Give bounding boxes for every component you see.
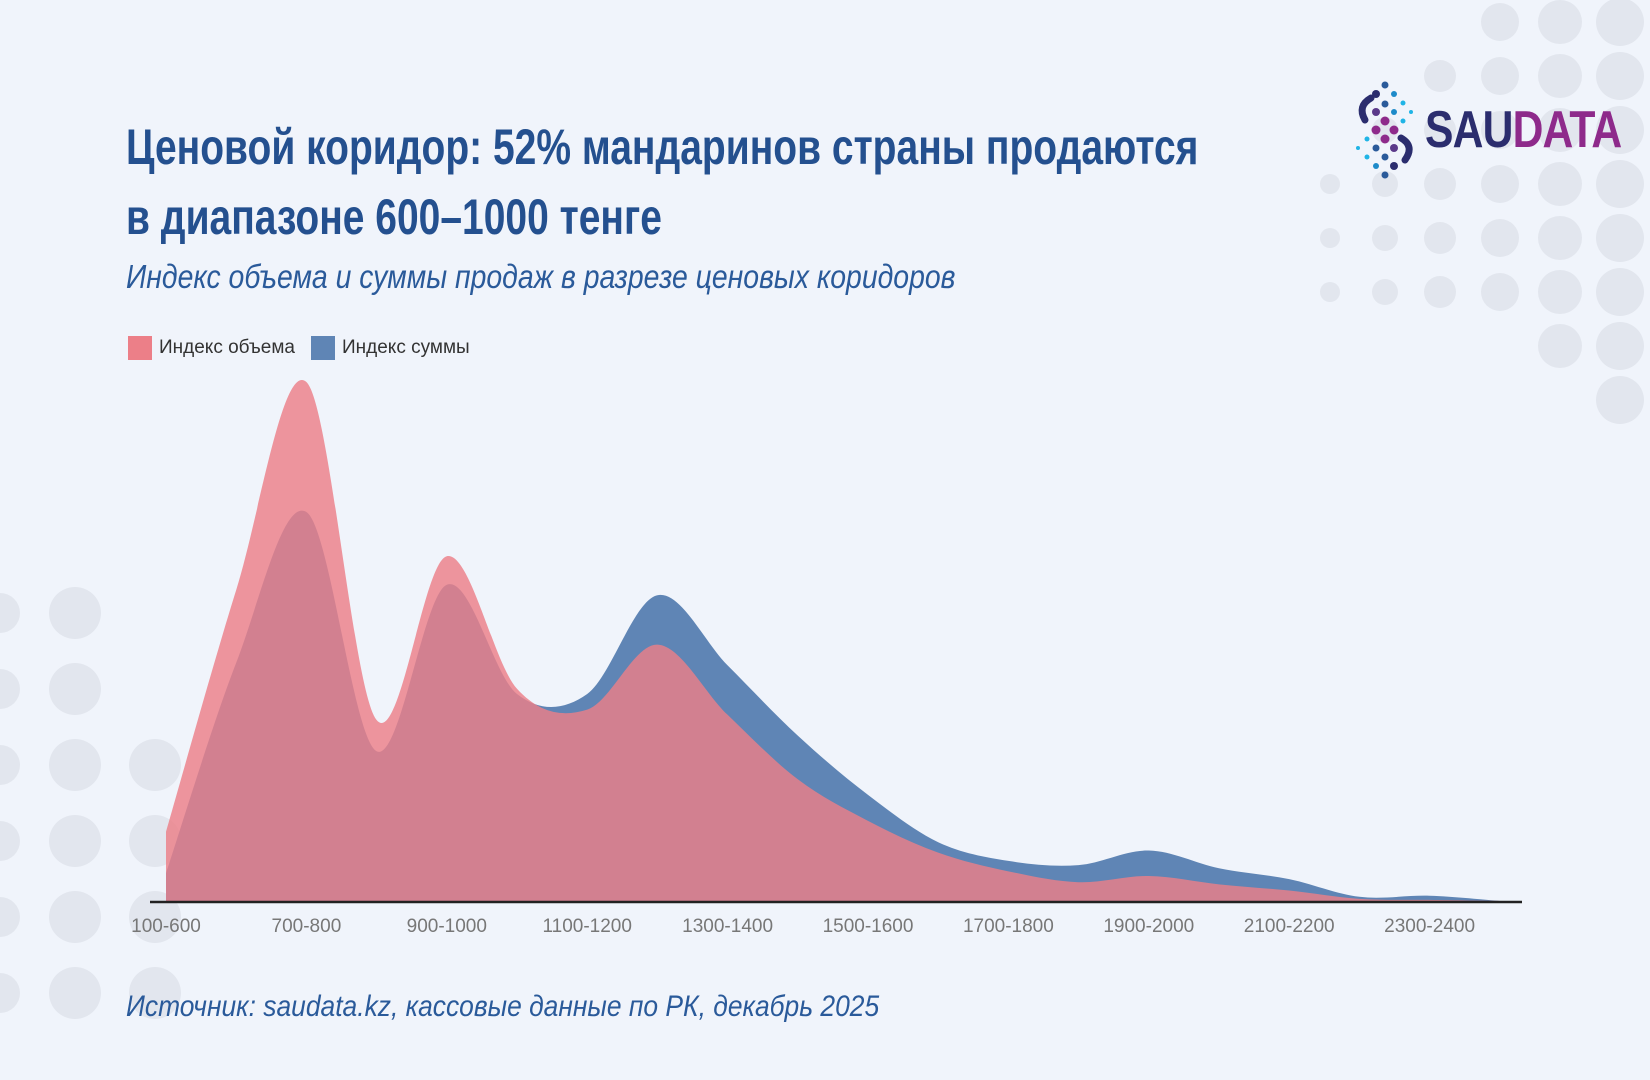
- background-dot: [1596, 268, 1644, 316]
- source-note: Источник: saudata.kz, кассовые данные по…: [126, 990, 880, 1023]
- logo-text-data: DATA: [1512, 101, 1623, 159]
- background-dot: [0, 821, 20, 861]
- x-tick-label: 1900-2000: [1103, 916, 1194, 937]
- background-dot: [1481, 3, 1519, 41]
- background-dot: [1372, 225, 1398, 251]
- x-tick-label: 1700-1800: [963, 916, 1054, 937]
- background-dot: [1424, 276, 1456, 308]
- background-dot: [1538, 108, 1582, 152]
- background-dot: [1372, 279, 1398, 305]
- background-dot: [1372, 117, 1398, 143]
- background-dot: [1538, 54, 1582, 98]
- x-tick-label: 100-600: [131, 916, 201, 937]
- background-dot: [49, 663, 101, 715]
- background-dot: [0, 745, 20, 785]
- background-dot: [1596, 322, 1644, 370]
- background-dot: [0, 593, 20, 633]
- x-tick-label: 900-1000: [407, 916, 487, 937]
- background-dot: [1538, 0, 1582, 44]
- logo-text-sau: SAU: [1425, 101, 1513, 159]
- chart-title-line2: в диапазоне 600–1000 тенге: [126, 189, 662, 245]
- background-dot: [1596, 0, 1644, 46]
- legend-item-sum: Индекс суммы: [311, 336, 470, 360]
- background-dot: [1481, 273, 1519, 311]
- background-dot: [1538, 324, 1582, 368]
- area-series-volume: [166, 379, 1500, 902]
- legend-label-sum: Индекс суммы: [342, 337, 470, 358]
- background-dot: [1538, 270, 1582, 314]
- background-dot: [49, 967, 101, 1019]
- background-dot: [1538, 216, 1582, 260]
- legend-label-volume: Индекс объема: [159, 337, 295, 358]
- background-dot: [1481, 219, 1519, 257]
- background-dot: [129, 739, 181, 791]
- x-tick-label: 2300-2400: [1384, 916, 1475, 937]
- x-tick-label: 700-800: [272, 916, 342, 937]
- background-dot: [49, 587, 101, 639]
- x-tick-label: 2100-2200: [1244, 916, 1335, 937]
- logo-mark-icon: [1356, 81, 1413, 179]
- background-dot: [129, 967, 181, 1019]
- background-dot: [49, 739, 101, 791]
- chart-legend: Индекс объема Индекс суммы: [128, 336, 470, 360]
- background-dot: [0, 897, 20, 937]
- background-dot: [49, 891, 101, 943]
- background-dot: [1596, 106, 1644, 154]
- background-dot: [1596, 214, 1644, 262]
- background-dot: [1424, 168, 1456, 200]
- background-dot: [1596, 160, 1644, 208]
- x-tick-label: 1500-1600: [823, 916, 914, 937]
- background-dot: [1538, 162, 1582, 206]
- chart-subtitle: Индекс объема и суммы продаж в разрезе ц…: [126, 258, 956, 295]
- x-tick-label: 1300-1400: [682, 916, 773, 937]
- background-dot: [1320, 282, 1340, 302]
- legend-swatch-sum: [311, 336, 335, 360]
- background-dot: [1596, 52, 1644, 100]
- background-dot: [0, 669, 20, 709]
- background-dot: [0, 973, 20, 1013]
- background-dot: [1424, 114, 1456, 146]
- saudata-logo: SAUDATA: [1355, 80, 1650, 180]
- background-dot: [1596, 376, 1644, 424]
- background-dot: [1320, 228, 1340, 248]
- legend-swatch-volume: [128, 336, 152, 360]
- chart-title-line1: Ценовой коридор: 52% мандаринов страны п…: [126, 119, 1199, 175]
- background-dot: [1481, 111, 1519, 149]
- background-dot: [49, 815, 101, 867]
- background-dot: [1372, 171, 1398, 197]
- background-dot: [1424, 222, 1456, 254]
- background-dot: [1320, 174, 1340, 194]
- x-tick-label: 1100-1200: [542, 916, 631, 937]
- background-dot: [1481, 57, 1519, 95]
- background-dot: [129, 891, 181, 943]
- background-dot: [1481, 165, 1519, 203]
- legend-item-volume: Индекс объема: [128, 336, 295, 360]
- logo-text: SAUDATA: [1425, 100, 1623, 160]
- background-dot: [1424, 60, 1456, 92]
